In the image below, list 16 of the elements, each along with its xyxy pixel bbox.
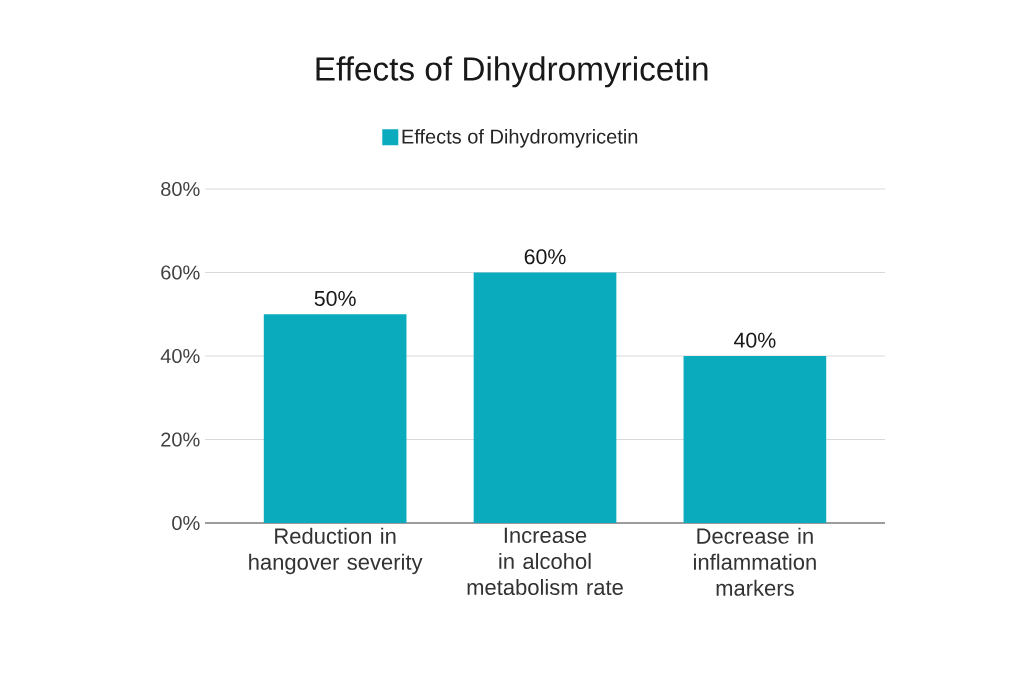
bar: [263, 314, 407, 523]
data-label: 40%: [734, 332, 776, 348]
chart-title: Effects of Dihydromyricetin: [316, 56, 708, 88]
y-tick-label: 60%: [161, 265, 200, 280]
x-tick-label: Decrease in inflammation markers: [693, 527, 816, 596]
bar: [683, 356, 827, 523]
y-tick-label: 80%: [161, 181, 200, 197]
x-tick-label: Reduction in hangover severity: [249, 527, 423, 575]
bar: [473, 272, 617, 523]
y-tick-label: 40%: [160, 348, 200, 364]
legend-label: Effects of Dihydromyricetin: [402, 129, 638, 148]
data-label: 60%: [524, 249, 566, 265]
data-label: 50%: [314, 290, 356, 306]
y-tick-label: 0%: [172, 515, 200, 531]
y-tick-label: 20%: [161, 432, 200, 447]
x-tick-label: Increase in alcohol metabolism rate: [467, 527, 623, 596]
